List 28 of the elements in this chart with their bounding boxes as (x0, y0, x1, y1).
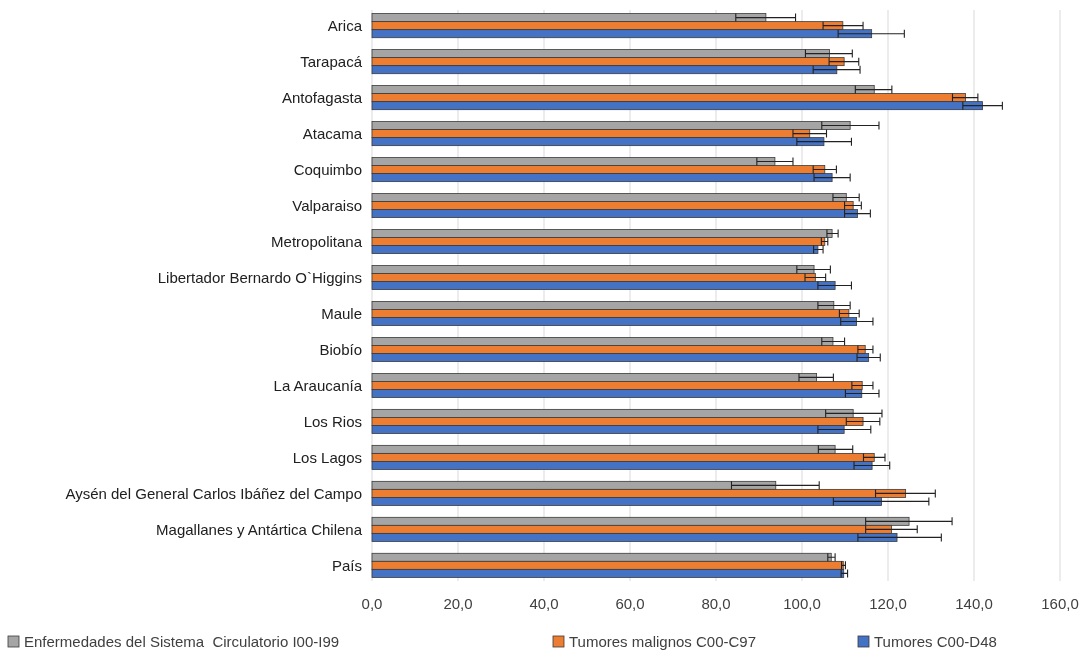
x-tick-label: 100,0 (783, 595, 821, 612)
y-tick-label: Los Rios (303, 412, 362, 430)
x-tick-label: 160,0 (1041, 595, 1079, 612)
x-tick-label: 140,0 (955, 595, 993, 612)
x-tick-label: 40,0 (529, 595, 559, 612)
x-tick-label: 120,0 (869, 595, 907, 612)
y-tick-label: Atacama (302, 124, 363, 142)
y-tick-label: Aysén del General Carlos Ibáñez del Campo (65, 484, 362, 502)
y-tick-label: Metropolitana (271, 232, 363, 250)
y-tick-label: Los Lagos (292, 448, 362, 466)
legend-label: Enfermedades del Sistema Circulatorio I00-I99 (24, 633, 340, 650)
y-tick-label: País (331, 556, 362, 574)
x-tick-label: 60,0 (615, 595, 645, 612)
y-tick-label: Biobío (319, 340, 362, 358)
y-tick-label: Arica (327, 16, 363, 34)
y-tick-label: La Araucanía (273, 376, 363, 394)
x-tick-label: 20,0 (443, 595, 473, 612)
y-tick-label: Magallanes y Antártica Chilena (156, 520, 363, 538)
legend-label: Tumores C00-D48 (874, 633, 997, 650)
x-tick-label: 0,0 (361, 595, 383, 612)
y-tick-label: Libertador Bernardo O`Higgins (157, 268, 362, 286)
legend-label: Tumores malignos C00-C97 (569, 633, 757, 650)
y-tick-label: Maule (321, 304, 362, 322)
y-tick-label: Valparaiso (292, 196, 362, 214)
y-tick-label: Tarapacá (300, 52, 363, 70)
y-tick-label: Antofagasta (281, 88, 363, 106)
y-tick-label: Coquimbo (293, 160, 362, 178)
x-tick-label: 80,0 (701, 595, 731, 612)
